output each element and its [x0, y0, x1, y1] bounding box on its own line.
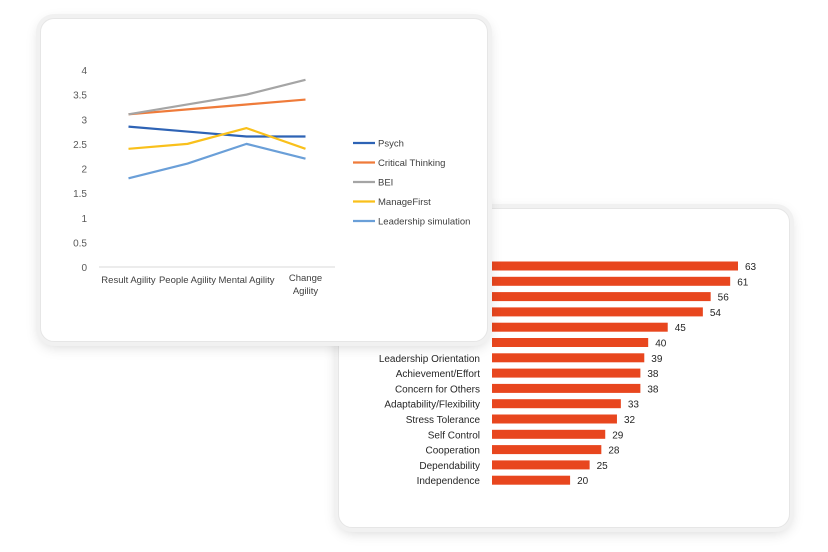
- y-tick-label: 4: [81, 66, 87, 77]
- x-tick-label: Mental Agility: [219, 275, 275, 286]
- legend-label: BEI: [378, 178, 393, 189]
- legend-label: ManageFirst: [378, 197, 431, 208]
- bar: [492, 368, 641, 378]
- y-tick-label: 2: [81, 165, 87, 176]
- bar-value-label: 63: [745, 262, 757, 273]
- bar: [492, 383, 641, 393]
- bar-value-label: 45: [675, 323, 687, 334]
- bar-value-label: 28: [608, 446, 620, 457]
- x-tick-label: People Agility: [159, 275, 216, 286]
- bar-chart: 63 61 56 54 45 40 39 Leadership Orientation 38 Ac…: [379, 261, 757, 487]
- series-line: [128, 125, 306, 138]
- bar-value-label: 39: [651, 354, 663, 365]
- series-line: [128, 98, 306, 116]
- x-tick-label: Result Agility: [101, 275, 156, 286]
- series-line: [128, 142, 306, 180]
- y-tick-label: 1: [81, 214, 87, 225]
- x-tick-label: Agility: [293, 286, 319, 297]
- bar-value-label: 32: [624, 415, 636, 426]
- bar-value-label: 33: [628, 400, 640, 411]
- legend-label: Psych: [378, 139, 404, 150]
- bar-value-label: 20: [577, 476, 589, 487]
- y-tick-label: 2.5: [73, 140, 87, 151]
- bar-category-label: Achievement/Effort: [396, 369, 481, 380]
- bar: [492, 429, 606, 439]
- bar-category-label: Concern for Others: [395, 384, 480, 395]
- y-tick-label: 3: [81, 115, 87, 126]
- bar-value-label: 38: [647, 369, 659, 380]
- y-tick-label: 0: [81, 263, 87, 274]
- series-line: [128, 78, 306, 116]
- bar: [492, 292, 711, 302]
- line-chart-card: 0 0.5 1 1.5 2 2.5 3 3.5 4 Result Agility People Ag…: [40, 18, 488, 342]
- bar-category-label: Self Control: [428, 430, 480, 441]
- bar: [492, 338, 649, 347]
- bar-chart-card: 63 61 56 54 45 40 39 Leadership Orientation 38 Ac…: [338, 208, 790, 528]
- bar-value-label: 56: [718, 293, 730, 304]
- bar-value-label: 61: [737, 277, 749, 288]
- y-tick-label: 0.5: [73, 238, 87, 249]
- series-line: [128, 127, 306, 150]
- bar: [492, 460, 590, 470]
- bar-value-label: 29: [612, 430, 624, 441]
- bar-value-label: 54: [710, 308, 722, 319]
- x-tick-label: Change: [289, 273, 322, 284]
- bar: [492, 261, 738, 271]
- bar: [492, 445, 602, 455]
- bar-value-label: 25: [597, 461, 609, 472]
- bar: [492, 475, 571, 485]
- bar-category-label: Stress Tolerance: [406, 415, 481, 426]
- bar: [492, 322, 668, 332]
- bar-category-label: Cooperation: [426, 446, 480, 457]
- bar: [492, 307, 703, 317]
- bar-value-label: 38: [647, 384, 659, 395]
- legend-label: Leadership simulation: [378, 217, 470, 228]
- legend-label: Critical Thinking: [378, 158, 445, 169]
- bar: [492, 276, 731, 286]
- y-tick-label: 3.5: [73, 91, 87, 102]
- bar: [492, 399, 621, 409]
- bar-category-label: Leadership Orientation: [379, 354, 480, 365]
- y-tick-label: 1.5: [73, 189, 87, 200]
- line-chart: 0 0.5 1 1.5 2 2.5 3 3.5 4 Result Agility People Ag…: [73, 66, 470, 297]
- bar-category-label: Dependability: [419, 461, 480, 472]
- bar-value-label: 40: [655, 339, 667, 350]
- bar: [492, 353, 645, 363]
- bar: [492, 414, 617, 424]
- bar-category-label: Independence: [417, 476, 481, 487]
- bar-category-label: Adaptability/Flexibility: [384, 400, 480, 411]
